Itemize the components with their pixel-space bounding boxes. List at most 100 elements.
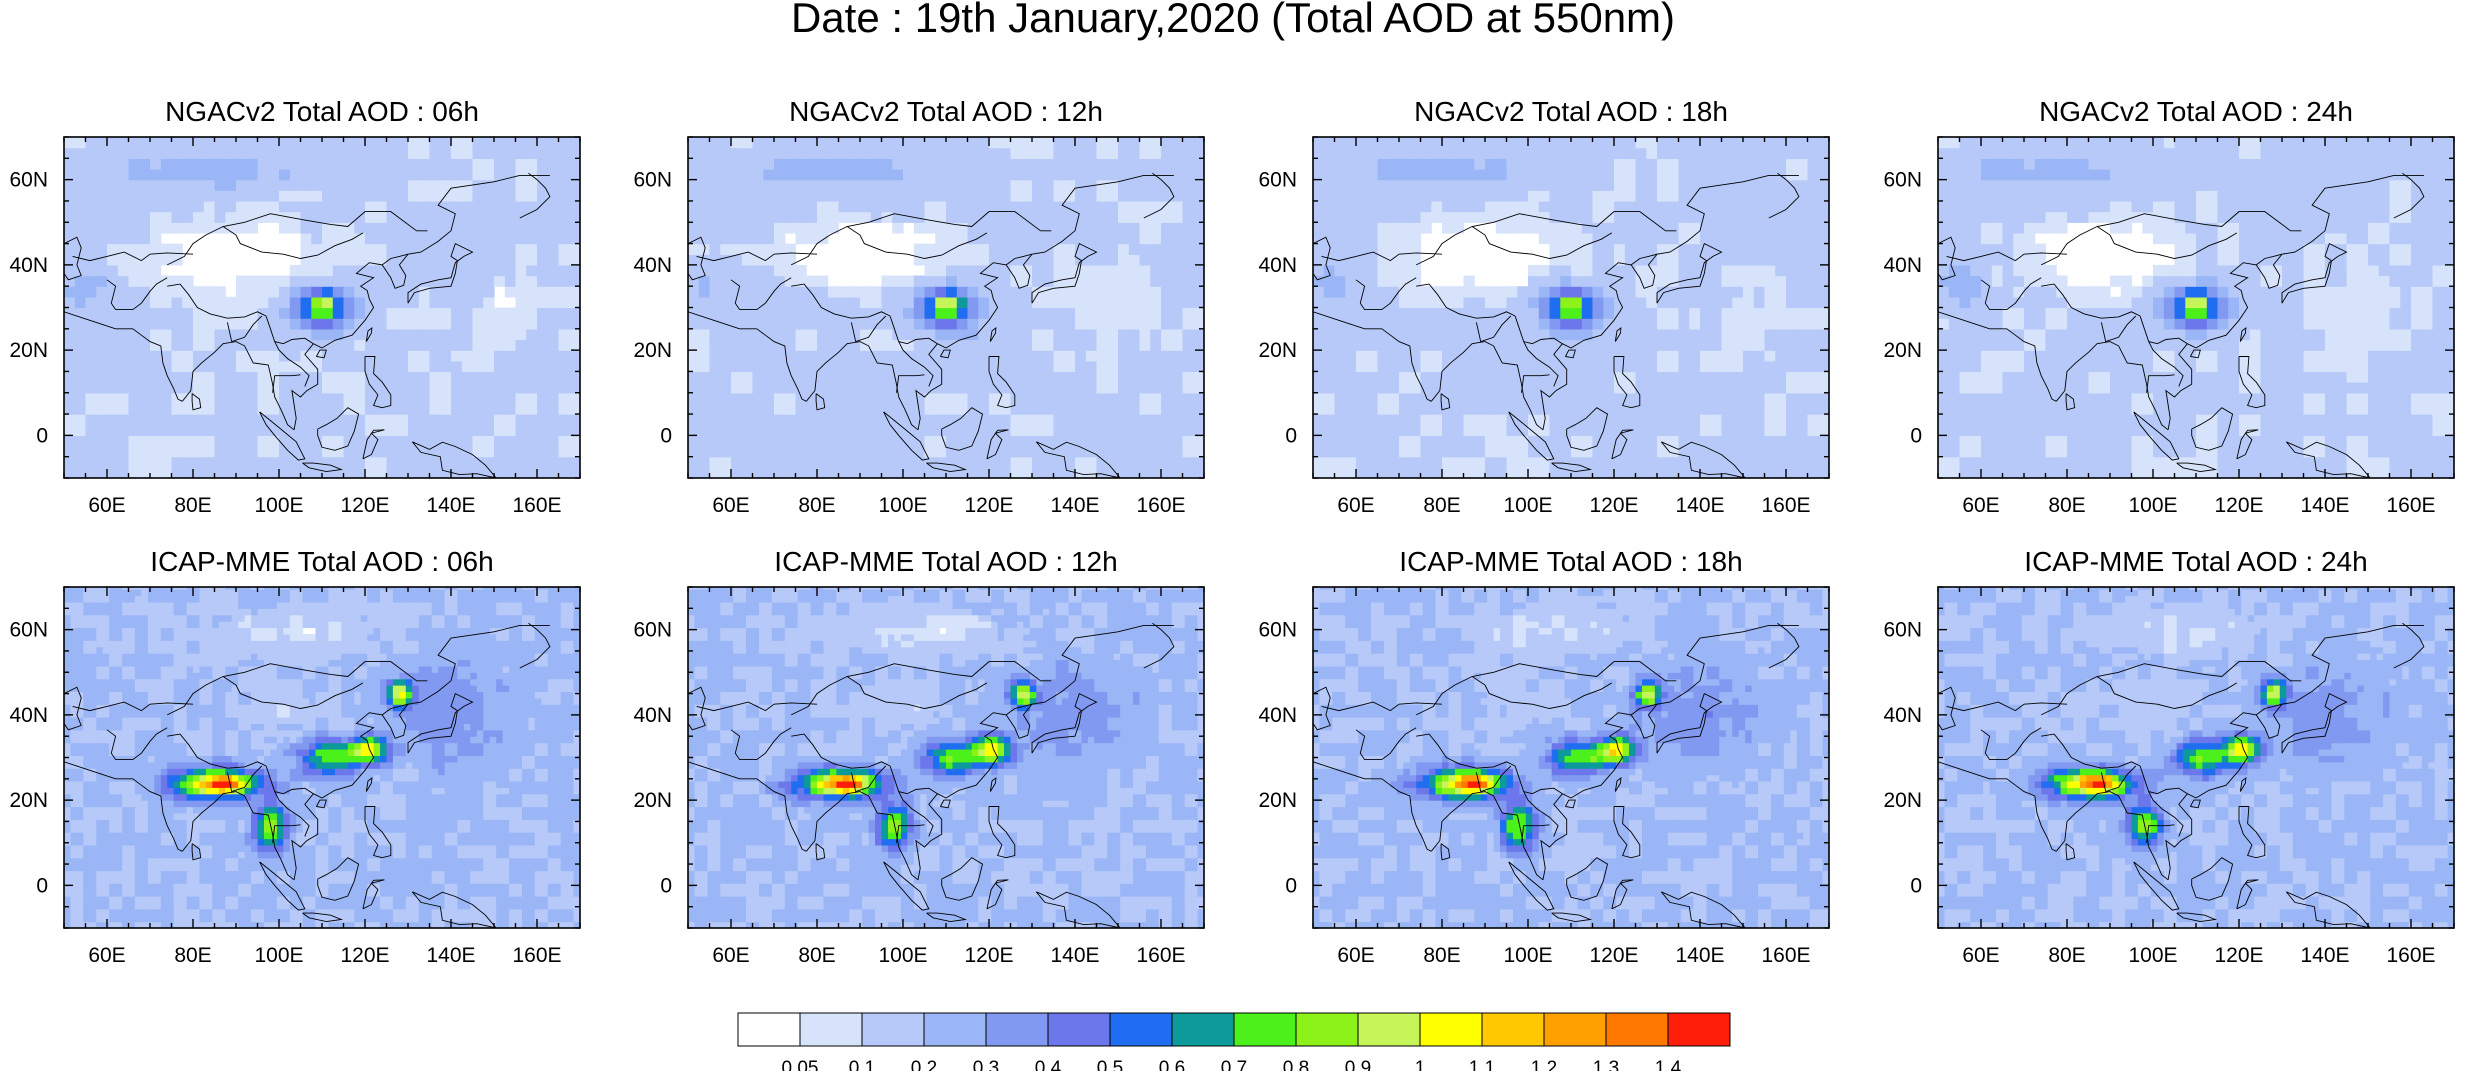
lon-tick-label: 160E <box>2386 944 2435 967</box>
lon-tick-label: 80E <box>174 944 211 967</box>
lat-tick-label: 40N <box>9 704 48 727</box>
coastlines <box>64 172 551 478</box>
colorbar-swatch <box>1233 1012 1297 1047</box>
colorbar-label: 0.9 <box>1345 1058 1371 1071</box>
lon-tick-label: 120E <box>1589 494 1638 517</box>
axis-ticks <box>1312 136 1830 479</box>
aod-field <box>1938 137 2454 478</box>
lon-tick-label: 100E <box>254 494 303 517</box>
colorbar-swatch <box>1667 1012 1731 1047</box>
panel-title: ICAP-MME Total AOD : 24h <box>2024 546 2367 577</box>
axis-ticks <box>1937 136 2455 479</box>
lat-tick-label: 60N <box>9 619 48 642</box>
colorbar-label: 0.8 <box>1283 1058 1309 1071</box>
axis-ticks <box>63 136 581 479</box>
lon-tick-label: 120E <box>1589 944 1638 967</box>
map-panel-ngac-18: NGACv2 Total AOD : 18h 60E 80E 100E 120E 140E… <box>1258 96 1830 517</box>
lon-tick-label: 160E <box>1136 944 1185 967</box>
coastlines <box>1313 622 1800 928</box>
lon-tick-label: 140E <box>426 944 475 967</box>
lon-tick-label: 80E <box>174 494 211 517</box>
lat-tick-label: 20N <box>1258 789 1297 812</box>
lon-tick-label: 60E <box>712 494 749 517</box>
aod-field <box>688 137 1204 478</box>
coastlines <box>64 622 551 928</box>
axis-ticks <box>1937 586 2455 929</box>
panels-layer: NGACv2 Total AOD : 06h 60E 80E 100E 120E 140E… <box>9 96 2455 967</box>
colorbar-swatch <box>861 1012 925 1047</box>
aod-field <box>1313 587 1829 928</box>
axis-ticks <box>687 136 1205 479</box>
colorbar-label: 1 <box>1415 1058 1426 1071</box>
coastlines <box>688 622 1175 928</box>
coastlines <box>1938 622 2425 928</box>
lon-tick-label: 160E <box>512 494 561 517</box>
lon-tick-label: 140E <box>1675 494 1724 517</box>
aod-field <box>64 587 580 928</box>
lon-tick-label: 60E <box>712 944 749 967</box>
lon-tick-label: 120E <box>964 944 1013 967</box>
colorbar-swatch <box>1171 1012 1235 1047</box>
lon-tick-label: 60E <box>1337 944 1374 967</box>
map-panel-icap-18: ICAP-MME Total AOD : 18h 60E 80E 100E 120E 14… <box>1258 546 1830 967</box>
lat-tick-label: 0 <box>1285 874 1297 897</box>
lon-tick-label: 160E <box>1761 494 1810 517</box>
lat-tick-label: 60N <box>633 619 672 642</box>
figure-title: Date : 19th January,2020 (Total AOD at 5… <box>791 0 1675 41</box>
colorbar-label: 0.05 <box>782 1058 819 1071</box>
map-panel-ngac-06: NGACv2 Total AOD : 06h 60E 80E 100E 120E 140E… <box>9 96 581 517</box>
lon-tick-label: 140E <box>426 494 475 517</box>
lat-tick-label: 60N <box>633 169 672 192</box>
lat-tick-label: 40N <box>633 704 672 727</box>
lon-tick-label: 120E <box>340 494 389 517</box>
colorbar-label: 1.3 <box>1593 1058 1619 1071</box>
lat-tick-label: 40N <box>633 254 672 277</box>
lon-tick-label: 80E <box>798 494 835 517</box>
lat-tick-label: 0 <box>36 424 48 447</box>
colorbar-label: 0.5 <box>1097 1058 1123 1071</box>
lat-tick-label: 20N <box>1883 789 1922 812</box>
lon-tick-label: 60E <box>1962 944 1999 967</box>
coastlines <box>1938 172 2425 478</box>
coastlines <box>688 172 1175 478</box>
panel-title: NGACv2 Total AOD : 12h <box>789 96 1103 127</box>
aod-field <box>1313 137 1829 478</box>
lon-tick-label: 140E <box>2300 494 2349 517</box>
colorbar-label: 0.4 <box>1035 1058 1062 1071</box>
lon-tick-label: 120E <box>2214 494 2263 517</box>
axis-ticks <box>687 586 1205 929</box>
lon-tick-label: 100E <box>878 944 927 967</box>
lat-tick-label: 60N <box>1258 619 1297 642</box>
colorbar-swatch <box>1295 1012 1359 1047</box>
lon-tick-label: 140E <box>1675 944 1724 967</box>
colorbar-swatch <box>1543 1012 1607 1047</box>
lat-tick-label: 60N <box>9 169 48 192</box>
lat-tick-label: 0 <box>1910 424 1922 447</box>
aod-field <box>1938 587 2454 928</box>
panel-title: ICAP-MME Total AOD : 18h <box>1399 546 1742 577</box>
lon-tick-label: 120E <box>2214 944 2263 967</box>
lat-tick-label: 20N <box>9 789 48 812</box>
lon-tick-label: 160E <box>2386 494 2435 517</box>
lat-tick-label: 20N <box>1258 339 1297 362</box>
lon-tick-label: 160E <box>1761 944 1810 967</box>
colorbar-swatch <box>1481 1012 1545 1047</box>
lat-tick-label: 0 <box>1285 424 1297 447</box>
colorbar-swatch <box>799 1012 863 1047</box>
colorbar-swatch <box>737 1012 801 1047</box>
colorbar-label: 1.1 <box>1469 1058 1495 1071</box>
colorbar: 0.05 0.1 0.2 0.3 0.4 0.5 0.6 0.7 0.8 0.9 1 1.1 1.2 1.… <box>737 1012 1731 1071</box>
colorbar-swatch <box>1605 1012 1669 1047</box>
panel-title: ICAP-MME Total AOD : 06h <box>150 546 493 577</box>
lat-tick-label: 40N <box>9 254 48 277</box>
axis-ticks <box>63 586 581 929</box>
lon-tick-label: 100E <box>2128 494 2177 517</box>
lon-tick-label: 100E <box>878 494 927 517</box>
lon-tick-label: 60E <box>1337 494 1374 517</box>
colorbar-label: 1.4 <box>1655 1058 1682 1071</box>
map-panel-ngac-12: NGACv2 Total AOD : 12h 60E 80E 100E 120E 140E… <box>633 96 1205 517</box>
lon-tick-label: 140E <box>1050 494 1099 517</box>
coastlines <box>1313 172 1800 478</box>
lon-tick-label: 60E <box>1962 494 1999 517</box>
